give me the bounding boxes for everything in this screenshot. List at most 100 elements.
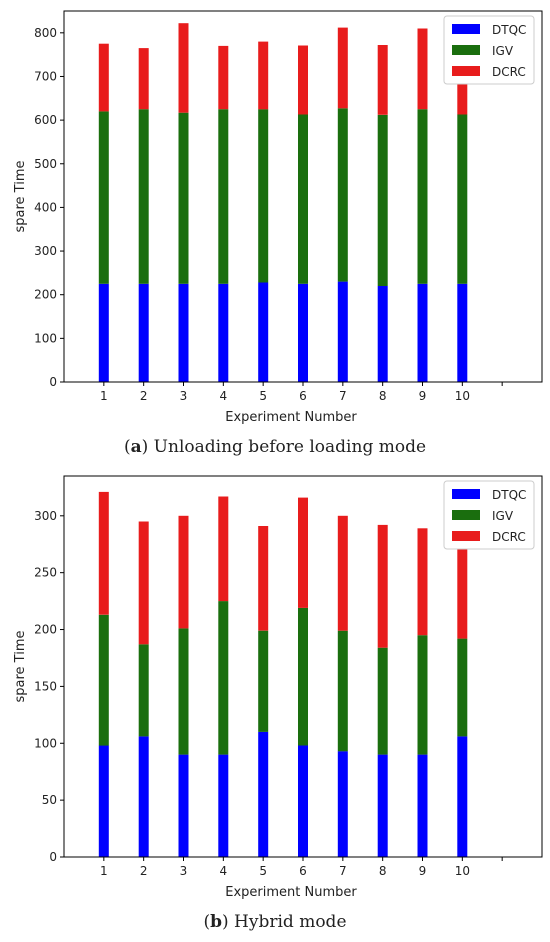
y-tick-label: 600 [34,113,57,127]
y-tick-label: 200 [34,288,57,302]
bar-dtqc-9 [417,754,428,857]
bar-dcrc-1 [98,43,109,112]
bar-igv-6 [298,114,308,284]
bar-dcrc-6 [298,497,308,608]
bar-igv-2 [138,109,149,284]
y-tick-label: 100 [34,331,57,345]
x-tick-label: 8 [379,864,387,878]
x-tick-label: 2 [140,864,148,878]
bar-dtqc-2 [138,283,149,382]
bar-dcrc-9 [417,528,428,636]
bar-igv-7 [337,630,348,752]
bar-dtqc-5 [258,731,269,857]
bar-igv-5 [258,630,269,732]
bar-igv-6 [298,607,308,746]
bar-dtqc-4 [218,283,229,382]
legend-label-dtqc: DTQC [492,488,526,502]
bar-dcrc-2 [138,521,149,645]
x-axis-label: Experiment Number [225,885,357,900]
bar-dtqc-7 [337,281,348,382]
bar-igv-8 [377,114,388,287]
x-tick-label: 1 [100,389,108,403]
legend-swatch-dtqc [452,24,480,34]
y-axis-label: spare Time [13,161,28,233]
legend-swatch-dcrc [452,66,480,76]
legend-label-igv: IGV [492,44,514,58]
bar-dcrc-10 [457,535,468,639]
legend: DTQC IGV DCRC [443,480,535,550]
bar-igv-3 [178,112,189,284]
y-tick-label: 250 [34,566,57,580]
y-tick-label: 300 [34,244,57,258]
bar-igv-10 [457,638,468,737]
x-tick-label: 2 [140,389,148,403]
x-axis-label: Experiment Number [225,410,357,425]
bar-dcrc-1 [98,491,109,615]
caption-letter: a [130,437,142,457]
y-tick-label: 800 [34,26,57,40]
x-tick-label: 3 [180,389,188,403]
x-tick-label: 4 [220,864,228,878]
x-tick-label: 4 [220,389,228,403]
bar-dcrc-8 [377,524,388,648]
legend-swatch-igv [452,45,480,55]
x-tick-label: 5 [259,864,267,878]
bar-dcrc-7 [337,515,348,631]
bar-dcrc-4 [218,496,229,602]
y-axis-label: spare Time [13,631,28,703]
bar-dtqc-4 [218,754,229,857]
bar-dcrc-3 [178,515,189,629]
bar-dcrc-7 [337,27,348,109]
bar-dtqc-8 [377,286,388,382]
caption-text: Unloading before loading mode [148,437,427,457]
bar-dcrc-2 [138,48,149,110]
bar-dcrc-3 [178,23,189,113]
x-tick-label: 6 [299,864,307,878]
bar-igv-5 [258,109,269,283]
bar-dtqc-10 [457,283,468,382]
y-tick-label: 700 [34,69,57,83]
bar-dtqc-7 [337,751,348,857]
y-tick-label: 0 [49,375,57,389]
legend-swatch-dcrc [452,531,480,541]
bars [98,23,468,382]
legend-label-dcrc: DCRC [492,530,526,544]
legend-label-igv: IGV [492,509,514,523]
bar-igv-4 [218,109,229,284]
bar-dcrc-9 [417,28,428,110]
y-tick-label: 100 [34,736,57,750]
caption-letter: b [210,912,222,932]
bar-dtqc-1 [98,283,109,382]
caption-a: (a) Unloading before loading mode [123,437,427,457]
caption-b: (b) Hybrid mode [203,912,347,932]
x-tick-label: 9 [419,389,427,403]
bar-dcrc-4 [218,45,229,110]
y-tick-label: 500 [34,157,57,171]
bar-igv-1 [98,614,109,746]
legend: DTQC IGV DCRC [443,15,535,85]
y-tick-label: 200 [34,623,57,637]
caption-text: Hybrid mode [228,912,347,932]
y-tick-label: 50 [42,793,57,807]
x-tick-label: 7 [339,864,347,878]
bar-igv-8 [377,647,388,755]
bar-igv-7 [337,108,348,282]
bar-igv-4 [218,601,229,755]
x-tick-label: 3 [180,864,188,878]
bar-dtqc-5 [258,282,269,382]
x-tick-label: 10 [455,389,470,403]
bar-dtqc-3 [178,754,189,857]
x-tick-label: 6 [299,389,307,403]
bar-dtqc-10 [457,736,468,857]
bar-dtqc-2 [138,736,149,857]
bar-dtqc-8 [377,754,388,857]
bar-dcrc-5 [258,526,269,631]
x-tick-label: 10 [455,864,470,878]
legend-label-dcrc: DCRC [492,65,526,79]
chart-panel-a: 0 100 200 300 400 500 600 700 800 1 2 3 4 5 6 7 8 9 10 Expe… [13,10,543,425]
legend-swatch-dtqc [452,489,480,499]
bar-dcrc-8 [377,45,388,115]
bar-dcrc-5 [258,41,269,110]
bar-dtqc-1 [98,745,109,857]
